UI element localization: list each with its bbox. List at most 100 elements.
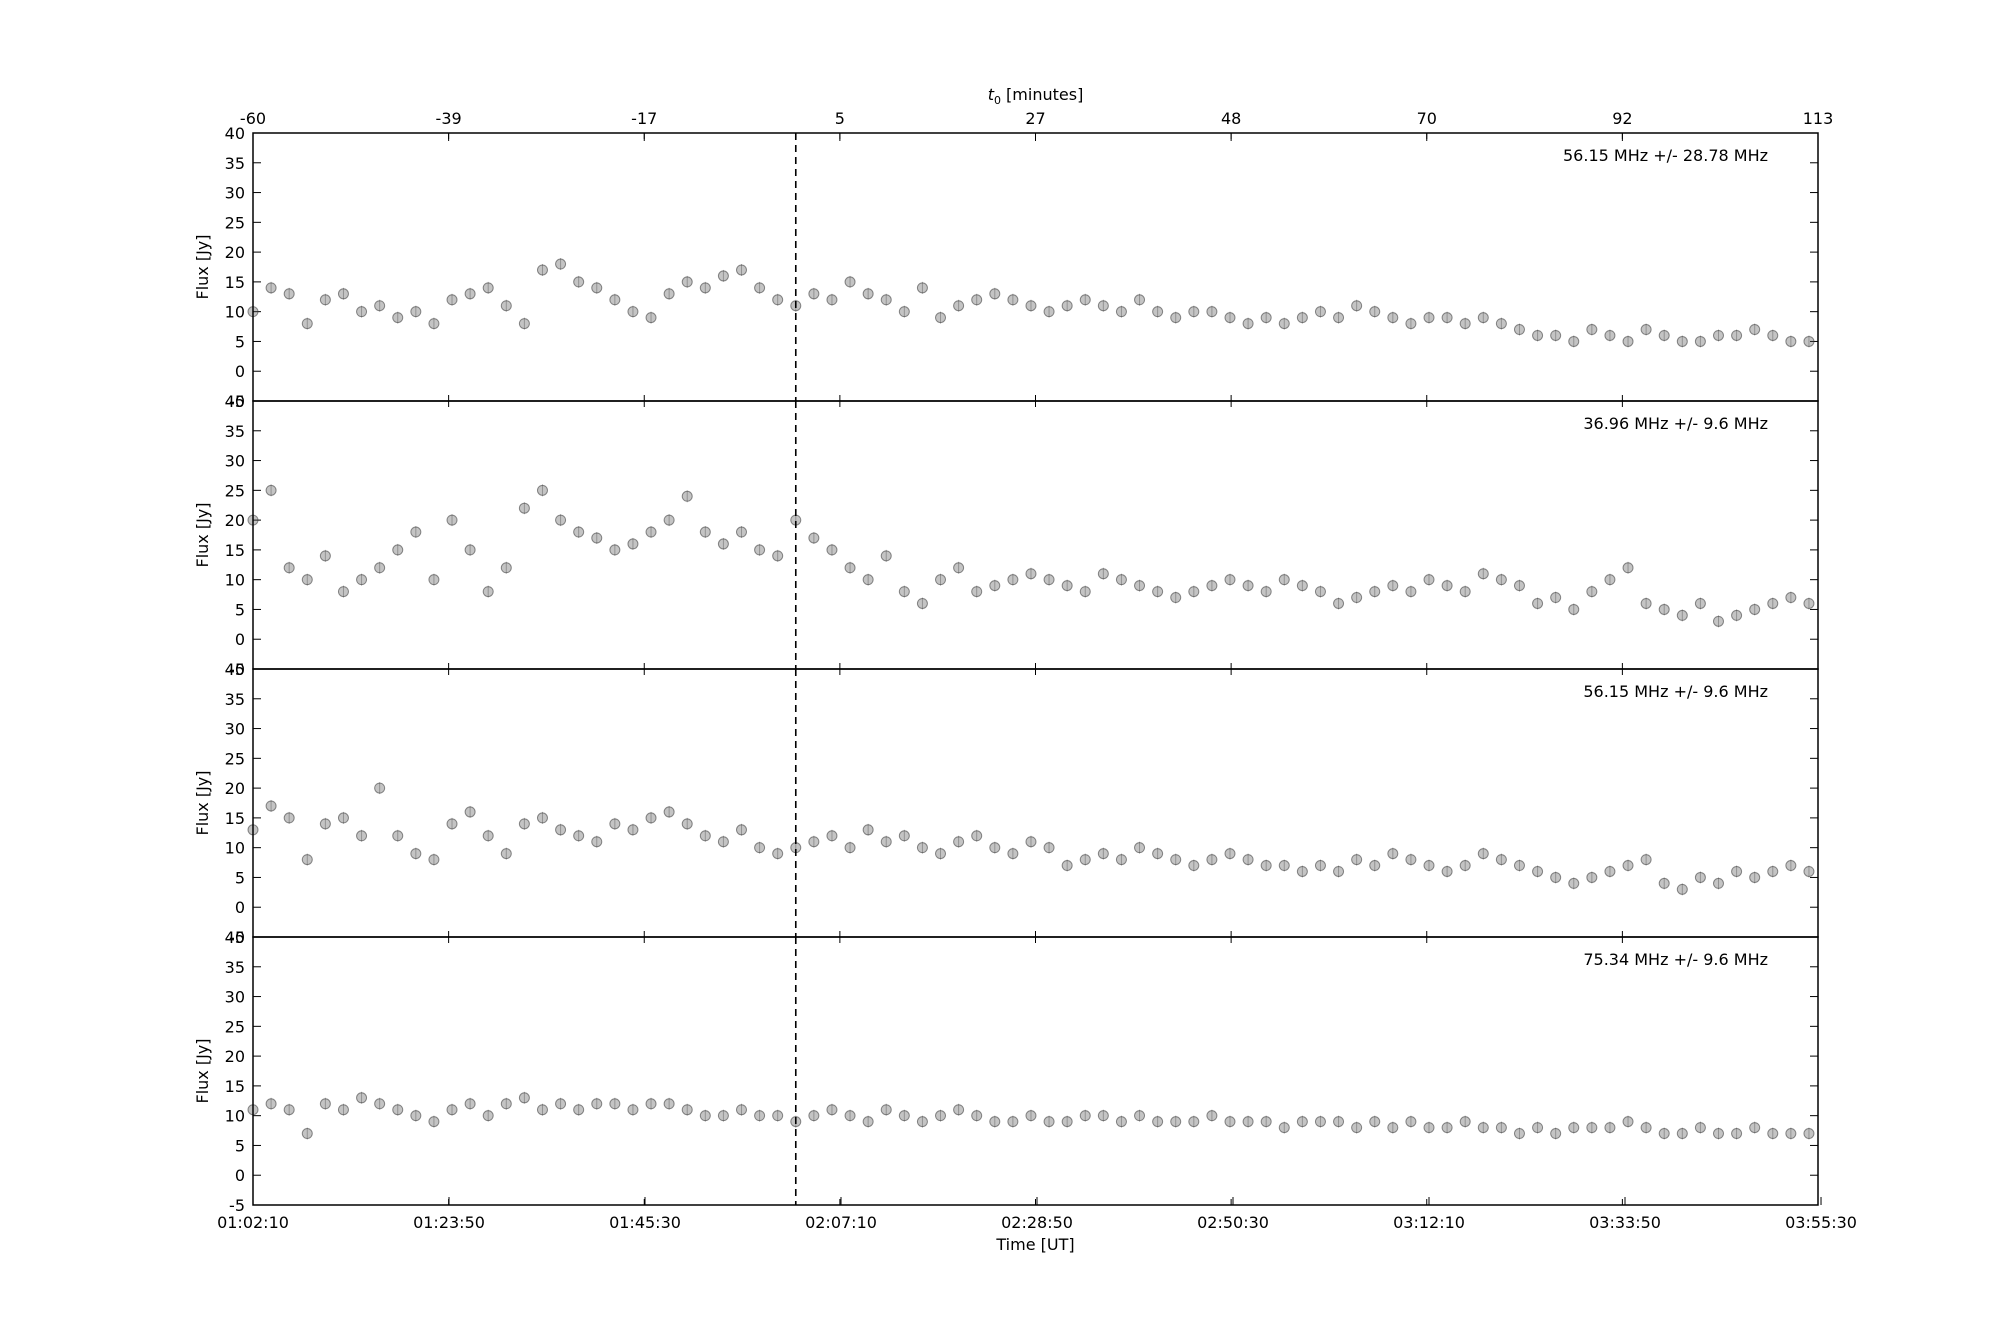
data-point — [374, 562, 386, 574]
data-point — [482, 586, 494, 598]
data-point — [1351, 1122, 1363, 1134]
data-point — [1333, 1116, 1345, 1128]
data-point — [1296, 580, 1308, 592]
data-point — [1423, 1122, 1435, 1134]
data-point — [1260, 1116, 1272, 1128]
data-point — [645, 312, 657, 324]
data-point — [482, 830, 494, 842]
data-point — [880, 1104, 892, 1116]
data-point — [1604, 1122, 1616, 1134]
y-tick-label: 25 — [225, 481, 245, 500]
bottom-x-axis-label: Time [UT] — [995, 1235, 1074, 1254]
data-point — [1712, 329, 1724, 341]
data-point — [301, 318, 313, 330]
data-point — [1134, 294, 1146, 306]
data-point — [536, 484, 548, 496]
data-point — [1007, 294, 1019, 306]
data-point — [555, 824, 567, 836]
y-axis-label: Flux [Jy] — [193, 234, 212, 299]
data-point — [1061, 300, 1073, 312]
data-point — [1749, 324, 1761, 336]
data-point — [953, 836, 965, 848]
data-point — [916, 1116, 928, 1128]
data-point — [1694, 597, 1706, 609]
data-point — [898, 586, 910, 598]
data-point — [1731, 865, 1743, 877]
data-point — [1785, 860, 1797, 872]
data-point — [862, 288, 874, 300]
data-point — [1314, 586, 1326, 598]
data-point — [518, 502, 530, 514]
data-point — [464, 544, 476, 556]
data-point — [356, 574, 368, 586]
data-point — [1550, 592, 1562, 604]
data-point — [1803, 865, 1815, 877]
data-point — [953, 300, 965, 312]
data-point — [1731, 1128, 1743, 1140]
data-point — [862, 824, 874, 836]
data-point — [536, 1104, 548, 1116]
panel-1: -5 0 5 10 15 20 25 30 35 40 Flux [Jy] 56.15 MHz +/-… — [193, 124, 1819, 411]
data-point — [301, 854, 313, 866]
data-point — [1441, 312, 1453, 324]
data-point — [283, 288, 295, 300]
data-point — [1532, 329, 1544, 341]
data-point — [265, 484, 277, 496]
data-point — [1188, 586, 1200, 598]
y-tick-label: 20 — [225, 779, 245, 798]
data-point — [989, 288, 1001, 300]
data-point — [500, 848, 512, 860]
data-point — [1405, 586, 1417, 598]
data-point — [518, 1092, 530, 1104]
data-point — [555, 514, 567, 526]
data-point — [699, 526, 711, 538]
data-point — [681, 490, 693, 502]
data-point — [1405, 1116, 1417, 1128]
top-x-tick-label: 92 — [1612, 109, 1632, 128]
data-point — [555, 1098, 567, 1110]
data-point — [573, 526, 585, 538]
bottom-x-tick-label: 03:12:10 — [1393, 1213, 1465, 1232]
y-tick-label: 15 — [225, 273, 245, 292]
data-point — [808, 532, 820, 544]
data-point — [1369, 306, 1381, 318]
bottom-x-tick-label: 02:07:10 — [805, 1213, 877, 1232]
data-point — [1025, 568, 1037, 580]
data-point — [772, 294, 784, 306]
data-point — [1423, 574, 1435, 586]
data-point — [1007, 1116, 1019, 1128]
data-point — [1749, 603, 1761, 615]
data-point — [1314, 306, 1326, 318]
data-point — [1640, 597, 1652, 609]
y-tick-label: 5 — [235, 332, 245, 351]
data-point — [1586, 324, 1598, 336]
data-point — [989, 1116, 1001, 1128]
data-point — [301, 1128, 313, 1140]
data-point — [410, 306, 422, 318]
data-point — [1278, 860, 1290, 872]
data-point — [446, 514, 458, 526]
data-point — [1441, 865, 1453, 877]
data-point — [1622, 335, 1634, 347]
y-tick-label: 15 — [225, 541, 245, 560]
data-point — [627, 306, 639, 318]
data-point — [754, 544, 766, 556]
data-point — [826, 830, 838, 842]
y-tick-label: 30 — [225, 452, 245, 471]
y-tick-label: 40 — [225, 928, 245, 947]
bottom-x-tick-label: 01:45:30 — [609, 1213, 681, 1232]
data-point — [283, 1104, 295, 1116]
data-point — [392, 544, 404, 556]
data-point — [1333, 597, 1345, 609]
data-point — [699, 282, 711, 294]
data-point — [627, 824, 639, 836]
data-point — [699, 830, 711, 842]
data-point — [935, 312, 947, 324]
data-point — [735, 824, 747, 836]
data-point — [645, 1098, 657, 1110]
data-point — [1459, 860, 1471, 872]
data-point — [1097, 848, 1109, 860]
y-tick-label: -5 — [229, 660, 245, 679]
data-point — [1152, 1116, 1164, 1128]
y-tick-label: 10 — [225, 839, 245, 858]
